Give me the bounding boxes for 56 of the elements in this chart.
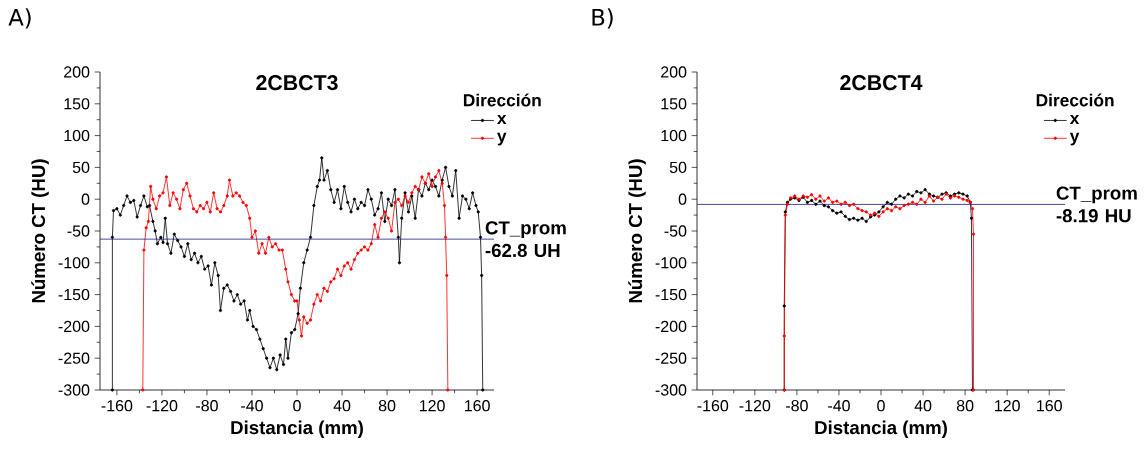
- chart-title: 2CBCT4: [840, 75, 923, 91]
- x-tick-label: -160: [697, 400, 729, 412]
- x-tick-label: -120: [146, 400, 178, 412]
- legend-title: Dirección: [463, 93, 541, 107]
- y-tick-label: 200: [64, 66, 90, 78]
- chart-title: 2CBCT3: [256, 75, 338, 91]
- y-tick-label: 50: [669, 161, 687, 174]
- y-tick-label: -250: [655, 352, 687, 364]
- y-tick-label: -300: [58, 384, 90, 396]
- legend-label: y: [1069, 132, 1080, 146]
- legend-title: Dirección: [1036, 93, 1114, 107]
- x-tick-label: 0: [877, 400, 885, 412]
- x-axis-title: Distancia (mm): [231, 420, 363, 438]
- legend-label: x: [1069, 114, 1080, 125]
- y-tick-label: 0: [678, 193, 687, 205]
- legend-label: y: [497, 132, 507, 146]
- text: A): [8, 8, 31, 29]
- ref-line-label: CT_prom -8.19 HU: [1056, 186, 1137, 223]
- ref-line-label: CT_prom -62.8 UH: [485, 221, 566, 258]
- x-tick-label: 120: [419, 400, 445, 412]
- y-tick-label: -150: [58, 288, 90, 301]
- y-tick-label: -250: [58, 352, 90, 364]
- y-tick-label: -50: [664, 225, 687, 237]
- x-tick-label: 160: [464, 400, 490, 412]
- y-tick-label: 150: [661, 98, 687, 110]
- y-tick-label: 100: [661, 129, 687, 142]
- legend-label: x: [497, 114, 507, 125]
- y-tick-label: 0: [81, 193, 90, 205]
- text: B): [592, 8, 613, 29]
- y-tick-label: -300: [655, 384, 687, 396]
- x-tick-label: -40: [828, 400, 850, 412]
- y-tick-label: -150: [655, 288, 687, 301]
- x-tick-label: -40: [241, 400, 263, 412]
- x-tick-label: 40: [914, 400, 932, 412]
- y-tick-label: -100: [58, 257, 90, 269]
- y-tick-label: 100: [64, 129, 90, 142]
- y-axis-title: Número CT (HU): [31, 159, 49, 303]
- x-axis-title: Distancia (mm): [815, 420, 947, 438]
- y-tick-label: 200: [661, 66, 687, 78]
- x-tick-label: 120: [995, 400, 1020, 412]
- x-tick-label: -80: [196, 400, 218, 412]
- y-tick-label: -100: [655, 257, 687, 269]
- x-tick-label: -80: [786, 400, 808, 412]
- x-tick-label: 0: [293, 400, 301, 412]
- x-tick-label: 80: [378, 400, 396, 412]
- x-tick-label: -160: [101, 400, 133, 412]
- x-tick-label: 80: [956, 400, 974, 412]
- x-tick-label: -120: [739, 400, 771, 412]
- y-axis-title: Número CT (HU): [628, 159, 646, 303]
- x-tick-label: 160: [1037, 400, 1062, 412]
- y-tick-label: -50: [67, 225, 90, 237]
- y-tick-label: -200: [655, 320, 687, 333]
- y-tick-label: 150: [64, 98, 90, 110]
- y-tick-label: 50: [72, 161, 90, 174]
- y-tick-label: -200: [58, 320, 90, 333]
- x-tick-label: 40: [333, 400, 351, 412]
